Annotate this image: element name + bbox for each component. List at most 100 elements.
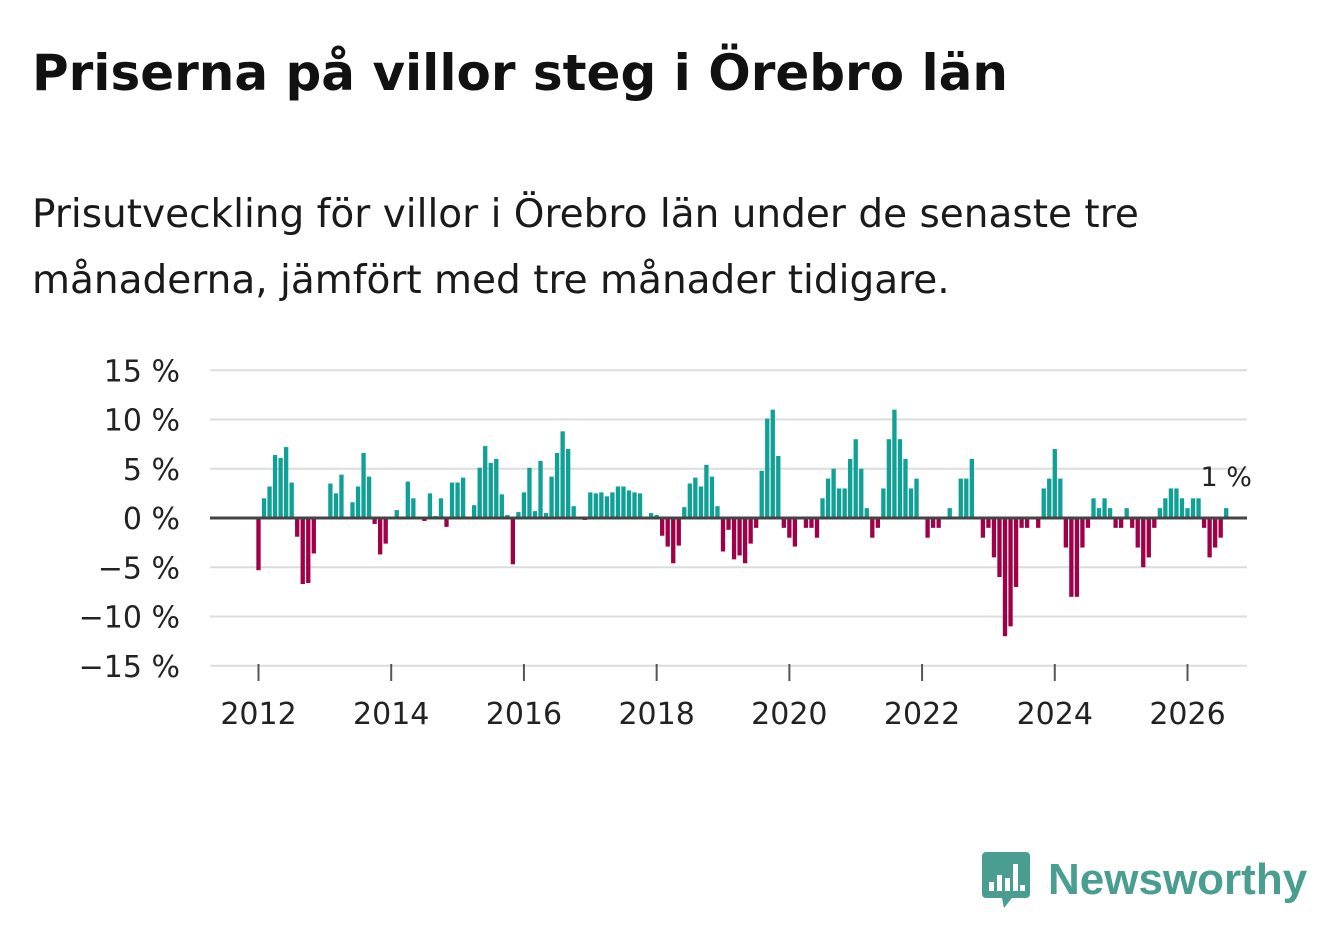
bar: [554, 452, 560, 518]
bar: [566, 449, 571, 518]
bar: [366, 476, 372, 518]
bar: [947, 508, 952, 518]
bar: [472, 505, 477, 518]
bar: [820, 498, 825, 518]
bar: [964, 478, 969, 518]
bar: [1212, 518, 1218, 548]
bar: [1080, 518, 1085, 548]
bar: [1152, 518, 1157, 528]
bar: [411, 498, 416, 518]
bar: [560, 431, 565, 518]
bar: [908, 488, 914, 518]
bar: [881, 488, 886, 518]
bar: [969, 458, 974, 518]
bar: [682, 507, 687, 519]
bar: [997, 518, 1002, 578]
bar: [1041, 488, 1046, 518]
bar: [687, 483, 692, 518]
bar: [311, 518, 316, 554]
bar: [543, 513, 549, 518]
y-tick-label: 5 %: [123, 453, 180, 488]
bar: [350, 502, 355, 518]
brand-name: Newsworthy: [1048, 855, 1308, 904]
bar: [759, 470, 764, 518]
bar: [444, 518, 449, 527]
bar: [825, 478, 831, 518]
last-value-label: 1 %: [1200, 462, 1251, 493]
bar: [720, 518, 726, 552]
bar: [1201, 518, 1207, 528]
bar: [903, 458, 908, 518]
y-tick-label: −15 %: [79, 650, 180, 685]
bar: [593, 493, 598, 519]
bar: [831, 468, 836, 518]
bar: [1135, 518, 1140, 548]
bar: [1207, 518, 1212, 558]
bar: [383, 518, 388, 544]
bar: [671, 518, 676, 564]
bar: [842, 488, 847, 518]
x-tick-label: 2022: [884, 697, 960, 732]
bar: [776, 455, 781, 518]
bar: [499, 494, 504, 518]
bar: [427, 493, 433, 519]
bar: [1174, 488, 1179, 518]
bar: [455, 482, 460, 518]
bar: [737, 518, 742, 556]
bar: [1190, 498, 1196, 518]
grid-lines: [210, 369, 1247, 667]
bar: [859, 468, 864, 518]
bar: [864, 508, 869, 518]
bar: [483, 446, 488, 519]
bar: [488, 462, 493, 518]
bar: [394, 510, 399, 518]
bar: [770, 409, 775, 518]
bar: [289, 482, 294, 518]
bar: [1019, 518, 1024, 528]
bar: [355, 486, 361, 518]
bar: [1024, 518, 1030, 528]
bar: [1074, 518, 1080, 597]
bar: [803, 518, 809, 528]
bar: [742, 518, 748, 564]
bar: [372, 518, 377, 524]
bar: [754, 518, 759, 528]
bar: [991, 518, 997, 558]
bar: [626, 490, 632, 518]
bar: [438, 498, 444, 518]
y-tick-label: 10 %: [104, 404, 180, 439]
bar: [1063, 518, 1068, 548]
x-axis-ticks: 2012 2014 2016 2018 2020 2022 2024 2026: [220, 664, 1226, 732]
bar: [693, 477, 698, 518]
bar: [986, 518, 991, 528]
bar: [278, 457, 283, 518]
bar: [1052, 449, 1057, 518]
bar: [660, 518, 665, 536]
bar: [781, 518, 786, 528]
bar: [1224, 508, 1229, 518]
bar: [306, 518, 311, 584]
brand-logo: Newsworthy: [982, 850, 1307, 910]
bar: [836, 488, 842, 518]
bar: [1008, 518, 1013, 627]
x-tick-label: 2020: [751, 697, 827, 732]
bar: [925, 518, 930, 538]
bar: [698, 486, 704, 518]
bar: [637, 493, 643, 519]
bar: [1218, 518, 1223, 538]
x-tick-label: 2026: [1149, 697, 1225, 732]
bar: [1096, 508, 1102, 518]
bar: [1185, 508, 1190, 518]
bar: [632, 492, 637, 518]
bar: [256, 518, 261, 571]
bar: [1163, 498, 1168, 518]
bar-series: [256, 409, 1229, 637]
bar: [516, 512, 521, 518]
bar: [532, 511, 538, 518]
bar: [1058, 478, 1063, 518]
bar: [1002, 518, 1008, 637]
bar: [328, 483, 333, 518]
bar: [1113, 518, 1118, 528]
bar: [765, 418, 770, 518]
